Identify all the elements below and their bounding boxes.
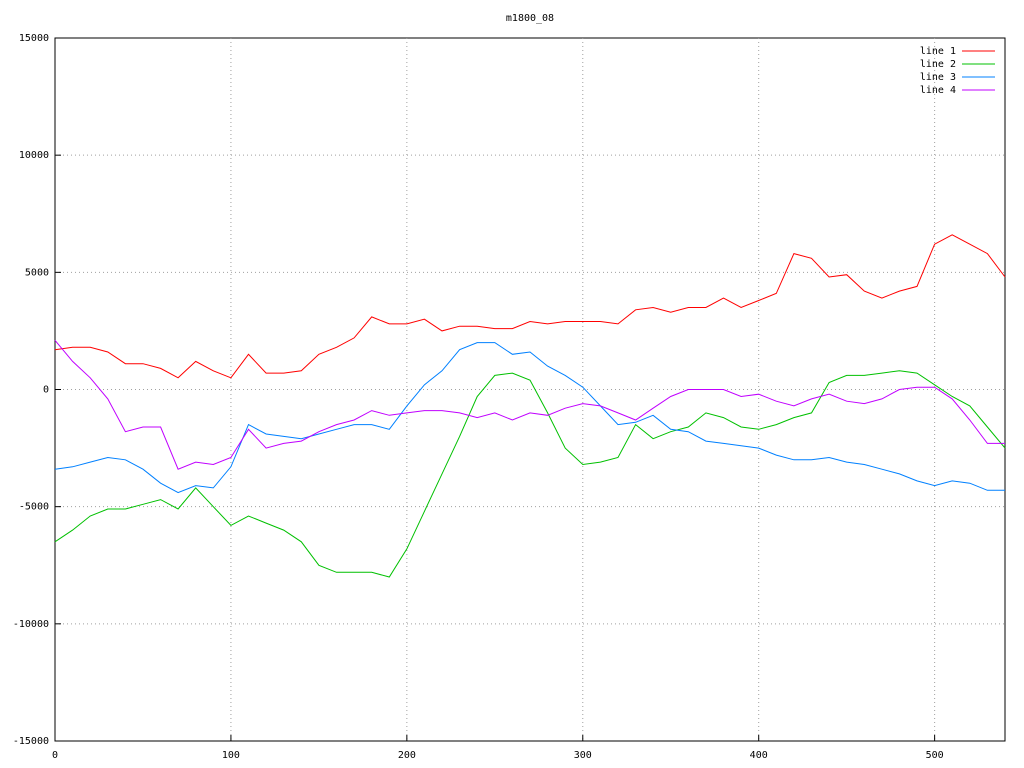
chart-title: m1800_08 [506,13,554,24]
y-tick-label: 0 [43,385,49,396]
y-tick-label: 5000 [25,267,49,278]
legend-label: line 2 [920,59,956,70]
y-tick-label: 15000 [19,33,49,44]
series-line [54,339,1005,470]
y-tick-label: -15000 [13,736,49,747]
x-tick-label: 400 [750,750,768,761]
x-tick-label: 0 [52,750,58,761]
x-tick-label: 200 [398,750,416,761]
x-tick-label: 100 [222,750,240,761]
x-tick-label: 500 [926,750,944,761]
plot-frame [54,37,1006,742]
legend-label: line 3 [920,72,956,83]
series-line [54,370,1006,578]
x-tick-label: 300 [574,750,592,761]
series-line [54,342,1005,494]
y-tick-label: -10000 [13,619,49,630]
series-line [54,234,1006,379]
legend-label: line 4 [920,85,956,96]
y-tick-label: 10000 [19,150,49,161]
y-tick-label: -5000 [19,502,49,513]
legend-label: line 1 [920,46,956,57]
